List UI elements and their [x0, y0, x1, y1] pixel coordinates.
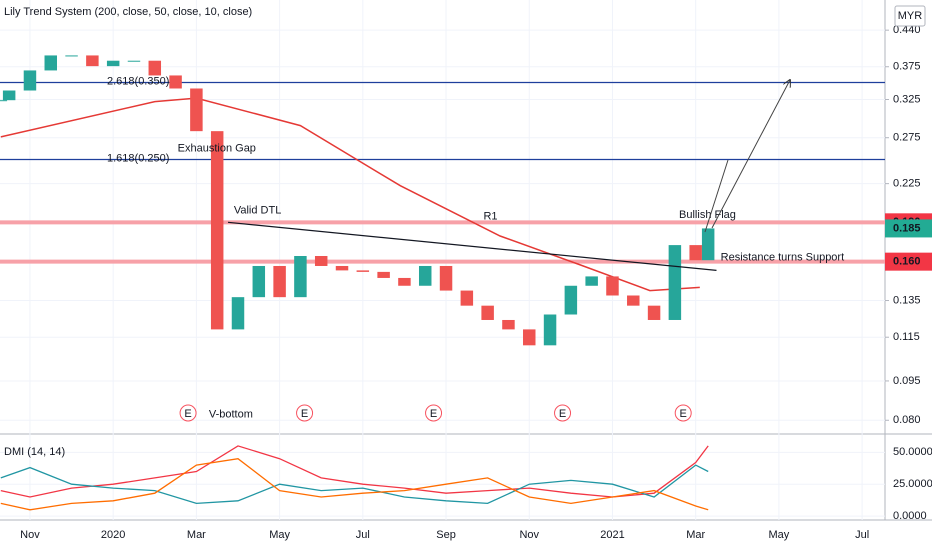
candle	[356, 270, 370, 272]
candle	[627, 295, 640, 306]
dmi-tick-label: 25.0000	[893, 478, 932, 490]
candle	[606, 276, 619, 296]
price-badge-label: 0.185	[893, 222, 921, 234]
x-tick-label: Mar	[187, 529, 206, 541]
candle	[502, 319, 515, 330]
x-tick-label: Nov	[519, 529, 539, 541]
candle	[0, 100, 8, 102]
dmi-line	[0, 464, 709, 505]
candle	[481, 305, 494, 320]
event-label: E	[184, 408, 191, 420]
candle	[252, 265, 266, 298]
candle	[127, 60, 141, 62]
x-tick-label: Jul	[356, 529, 370, 541]
event-marker	[674, 404, 692, 422]
annotation: Valid DTL	[234, 204, 281, 216]
annotation: R1	[483, 210, 497, 222]
x-tick-label: Nov	[20, 529, 40, 541]
x-tick-label: Sep	[436, 529, 456, 541]
projection-arrows	[704, 80, 790, 233]
candle	[335, 265, 349, 271]
candle	[169, 75, 182, 89]
dmi-tick-label: 50.0000	[893, 446, 932, 458]
candle	[668, 245, 682, 320]
candle	[543, 314, 557, 346]
candle	[418, 265, 432, 286]
candle	[106, 60, 120, 67]
level-label: 1.618(0.250)	[107, 152, 169, 164]
candle	[689, 245, 702, 261]
x-tick-label: May	[769, 529, 790, 541]
event-marker	[179, 404, 197, 422]
candle	[564, 285, 578, 315]
y-tick-label: 0.275	[893, 132, 921, 144]
dmi-line	[0, 458, 709, 511]
y-tick-label: 0.135	[893, 294, 921, 306]
candle	[44, 55, 58, 71]
event-label: E	[301, 408, 308, 420]
candle	[647, 305, 661, 320]
dmi-tick-label: 0.0000	[893, 510, 927, 522]
trendline	[227, 221, 717, 271]
candle	[294, 255, 307, 298]
y-tick-label: 0.080	[893, 414, 921, 426]
candle	[460, 290, 474, 306]
candle	[2, 90, 16, 101]
annotation: Exhaustion Gap	[178, 143, 256, 155]
y-tick-label: 0.325	[893, 93, 921, 105]
x-tick-label: Jul	[855, 529, 869, 541]
price-badge	[885, 219, 932, 238]
x-tick-label: Mar	[686, 529, 705, 541]
dmi-title: DMI (14, 14)	[4, 446, 65, 458]
y-tick-label: 0.440	[893, 24, 921, 36]
event-label: E	[680, 408, 687, 420]
indicator-title: Lily Trend System (200, close, 50, close…	[4, 6, 252, 18]
event-marker	[554, 404, 572, 422]
level-label: 2.618(0.350)	[107, 75, 169, 87]
candle	[314, 255, 328, 266]
event-label: E	[559, 408, 566, 420]
annotation: Bullish Flag	[679, 209, 736, 221]
event-label: E	[430, 408, 437, 420]
candle	[65, 55, 78, 57]
y-tick-label: 0.095	[893, 375, 921, 387]
y-tick-label: 0.225	[893, 178, 921, 190]
y-tick-label: 0.375	[893, 61, 921, 73]
candle	[439, 265, 453, 291]
candle	[377, 271, 390, 278]
event-marker	[296, 404, 314, 422]
candle	[398, 277, 411, 286]
price-badge	[885, 252, 932, 271]
candle	[190, 88, 203, 132]
candle	[523, 329, 536, 346]
event-marker	[425, 404, 443, 422]
x-tick-label: 2021	[600, 529, 624, 541]
candle	[210, 131, 224, 330]
candle	[585, 276, 598, 286]
price-badge-label: 0.160	[893, 256, 921, 268]
candle	[701, 228, 715, 261]
candle	[148, 60, 162, 76]
x-tick-label: May	[269, 529, 290, 541]
candle	[86, 55, 99, 67]
annotation: V-bottom	[209, 409, 253, 421]
currency-box[interactable]	[894, 5, 926, 27]
x-tick-label: 2020	[101, 529, 125, 541]
candle	[23, 70, 37, 91]
candle	[231, 297, 245, 330]
currency[interactable]: MYR	[898, 10, 923, 22]
y-tick-label: 0.115	[893, 331, 920, 343]
annotation: Resistance turns Support	[721, 251, 845, 263]
candle	[273, 265, 286, 298]
moving-average	[0, 97, 700, 292]
